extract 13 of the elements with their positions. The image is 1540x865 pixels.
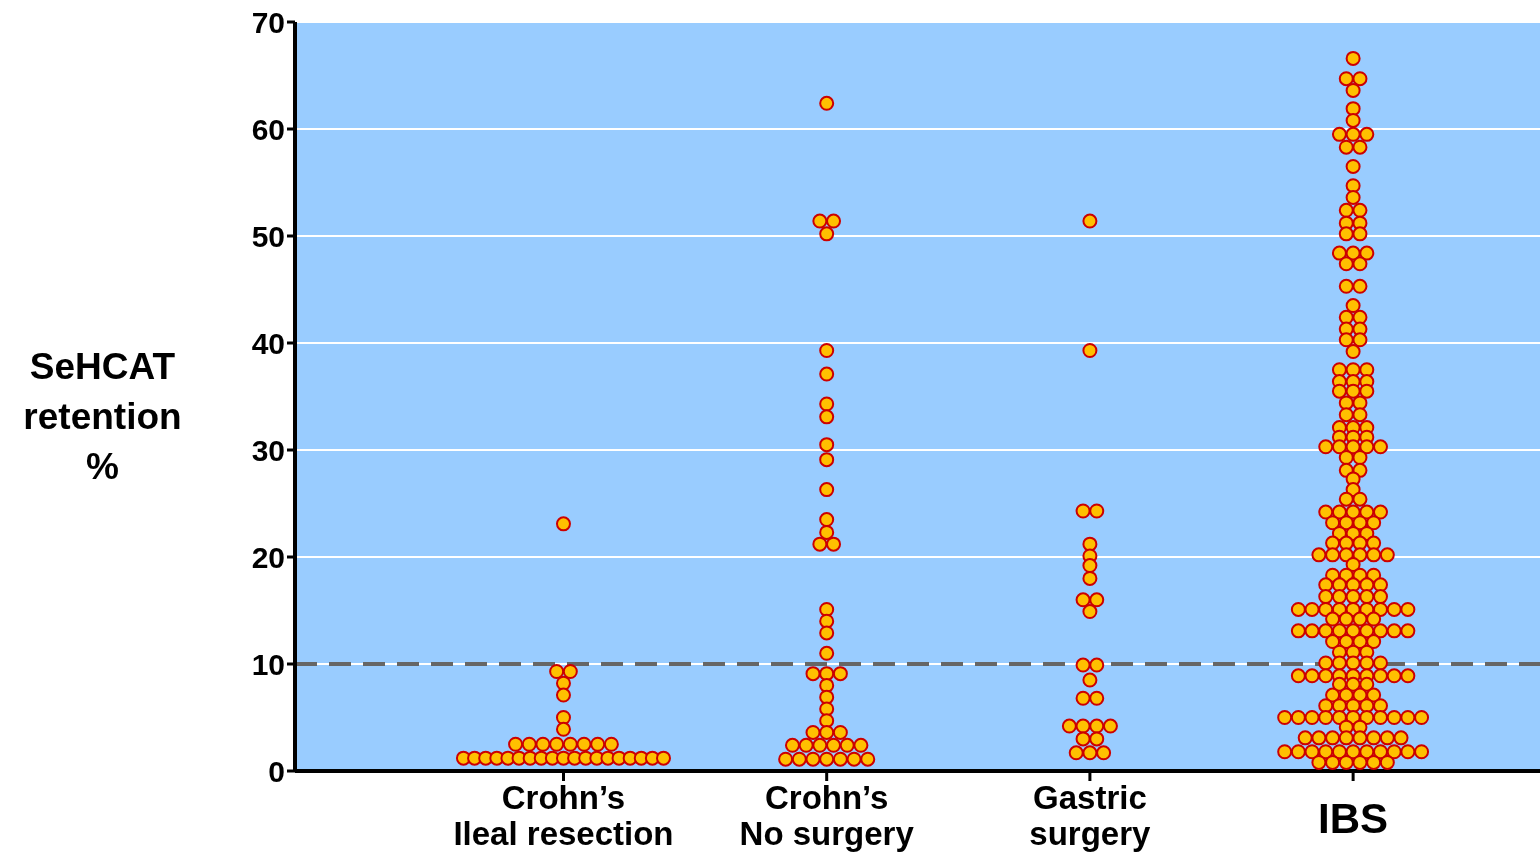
x-tick-label: Gastric surgery xyxy=(1029,779,1152,852)
y-tick-label: 30 xyxy=(251,433,285,467)
y-tick-label: 0 xyxy=(268,754,285,788)
y-tick-label: 20 xyxy=(251,540,285,574)
y-tick-label: 40 xyxy=(251,326,285,360)
x-tick-label: Crohn’s No surgery xyxy=(739,779,915,852)
y-tick-label: 50 xyxy=(251,219,285,253)
x-tick-label: IBS xyxy=(1318,795,1389,842)
y-tick-label: 60 xyxy=(251,112,285,146)
y-tick-label: 70 xyxy=(251,5,285,39)
x-tick-label: Crohn’s Ileal resection xyxy=(453,779,674,852)
y-axis-title: SeHCAT retention % xyxy=(22,345,183,489)
y-tick-label: 10 xyxy=(251,647,285,681)
